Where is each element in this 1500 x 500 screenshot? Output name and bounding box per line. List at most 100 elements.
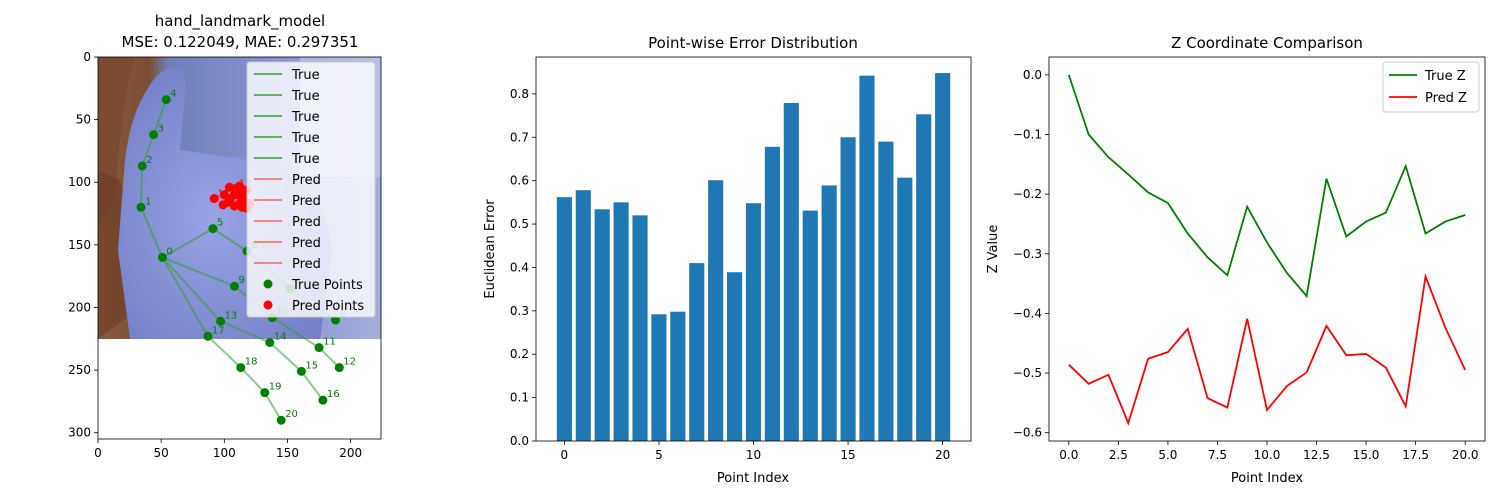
true-point-16 (318, 395, 328, 405)
landmark-legend-label-7: Pred (292, 215, 321, 230)
pred-point-13 (209, 194, 219, 204)
true-point-11 (314, 343, 324, 353)
landmark-legend-label-10: True Points (291, 278, 363, 293)
error-bar-17 (878, 141, 894, 441)
error-ytick-label-6: 0.6 (510, 174, 529, 188)
z-legend-label-1: Pred Z (1425, 91, 1467, 106)
pred-point-label-17: 17 (239, 179, 252, 190)
z-ytick-label-0: 0.0 (1023, 68, 1042, 82)
z-xtick-label-5: 12.5 (1303, 448, 1330, 462)
landmark-legend-label-11: Pred Points (292, 299, 364, 314)
landmark-xtick-label-0: 0 (94, 446, 102, 460)
z-plot-area: 0.0 2.5 5.0 7.5 10.0 12.5 15.0 17.5 20.0 0.0 −0.1 −… (1013, 68, 1479, 462)
z-title: Z Coordinate Comparison (1171, 34, 1363, 52)
landmark-legend-marker-11 (263, 300, 273, 310)
landmark-legend-label-2: True (291, 110, 320, 125)
z-panel: Z Coordinate Comparison 0.0 2.5 5.0 7.5 10.0… (986, 34, 1486, 486)
error-bar-5 (651, 314, 667, 441)
landmark-legend-label-1: True (291, 89, 320, 104)
true-connection-11 (318, 346, 341, 369)
error-ytick-label-2: 0.2 (510, 347, 529, 361)
error-bar-10 (745, 203, 762, 441)
error-xtick-label-2: 10 (746, 448, 761, 462)
true-point-0 (157, 252, 167, 262)
z-xtick-label-4: 10.0 (1254, 448, 1281, 462)
error-bar-4 (632, 215, 648, 441)
true-point-1 (136, 202, 146, 212)
landmark-title-line2: MSE: 0.122049, MAE: 0.297351 (122, 33, 359, 51)
z-xtick-label-1: 2.5 (1109, 448, 1128, 462)
true-point-label-13: 13 (225, 310, 238, 321)
true-point-label-11: 11 (323, 337, 336, 348)
error-bar-7 (689, 263, 705, 441)
landmark-xtick-label-4: 200 (339, 446, 362, 460)
error-bar-16 (859, 75, 875, 441)
error-plot-area: 0 5 10 15 20 0.0 0.1 0.2 0.3 0.4 0.5 0.6 0.7 0.8 (510, 73, 950, 462)
landmark-legend-label-0: True (291, 68, 320, 83)
error-title: Point-wise Error Distribution (648, 34, 858, 52)
landmark-panel: hand_landmark_model MSE: 0.122049, MAE: … (68, 12, 382, 460)
pred-point-19 (237, 202, 247, 212)
landmark-legend-marker-10 (263, 279, 273, 289)
error-xlabel: Point Index (717, 471, 790, 486)
z-series-line-1 (1068, 272, 1466, 426)
error-xtick-label-3: 15 (840, 448, 855, 462)
error-bar-12 (783, 102, 799, 441)
landmark-legend-box (246, 61, 376, 318)
z-xtick-label-7: 17.5 (1402, 448, 1429, 462)
error-bar-6 (670, 311, 686, 441)
error-xtick-label-0: 0 (561, 448, 569, 462)
true-point-13 (216, 316, 226, 326)
true-point-label-4: 4 (170, 89, 176, 100)
true-connection-14 (269, 341, 303, 373)
true-point-label-3: 3 (158, 124, 164, 135)
true-point-label-14: 14 (274, 332, 287, 343)
error-bar-20 (935, 73, 951, 442)
true-point-label-0: 0 (166, 246, 172, 257)
true-connection-1 (139, 165, 144, 208)
error-panel: Point-wise Error Distribution 0 5 10 15 20 0.… (483, 34, 972, 486)
true-point-12 (334, 363, 344, 373)
true-point-label-19: 19 (269, 382, 282, 393)
landmark-ytick-label-0: 0 (83, 50, 91, 64)
true-point-8 (331, 315, 341, 325)
true-connection-4 (161, 227, 214, 259)
z-xtick-label-6: 15.0 (1353, 448, 1380, 462)
true-point-label-16: 16 (327, 389, 340, 400)
true-connection-13 (220, 320, 271, 344)
landmark-ytick-label-3: 150 (68, 238, 91, 252)
landmark-title-line1: hand_landmark_model (155, 12, 325, 31)
true-point-label-17: 17 (212, 325, 225, 336)
error-bar-15 (840, 137, 856, 441)
error-bar-2 (594, 209, 610, 441)
error-ytick-label-3: 0.3 (510, 304, 529, 318)
z-ytick-label-2: −0.2 (1013, 187, 1042, 201)
landmark-ytick-label-4: 200 (68, 300, 91, 314)
z-ytick-label-3: −0.3 (1013, 247, 1042, 261)
true-connection-16 (161, 256, 209, 337)
landmark-legend-label-9: Pred (292, 257, 321, 272)
true-point-label-9: 9 (238, 275, 244, 286)
landmark-xtick-label-3: 150 (276, 446, 299, 460)
true-point-5 (208, 224, 218, 234)
z-legend-label-0: True Z (1424, 69, 1466, 84)
error-bar-1 (575, 190, 591, 441)
true-connection-8 (162, 256, 235, 288)
error-bar-3 (613, 202, 629, 441)
true-point-14 (265, 338, 275, 348)
error-bar-0 (556, 197, 572, 441)
z-ytick-label-6: −0.6 (1013, 426, 1042, 440)
error-ytick-label-5: 0.5 (510, 217, 529, 231)
z-xlabel: Point Index (1231, 471, 1304, 486)
true-point-label-20: 20 (285, 409, 298, 420)
true-point-17 (203, 331, 213, 341)
pred-point-17 (231, 184, 241, 194)
landmark-xtick-label-2: 100 (213, 446, 236, 460)
error-bar-14 (821, 185, 837, 441)
error-ytick-label-7: 0.7 (510, 130, 529, 144)
true-connection-19 (263, 392, 283, 421)
landmark-legend-label-3: True (291, 131, 320, 146)
z-xtick-label-8: 20.0 (1452, 448, 1479, 462)
